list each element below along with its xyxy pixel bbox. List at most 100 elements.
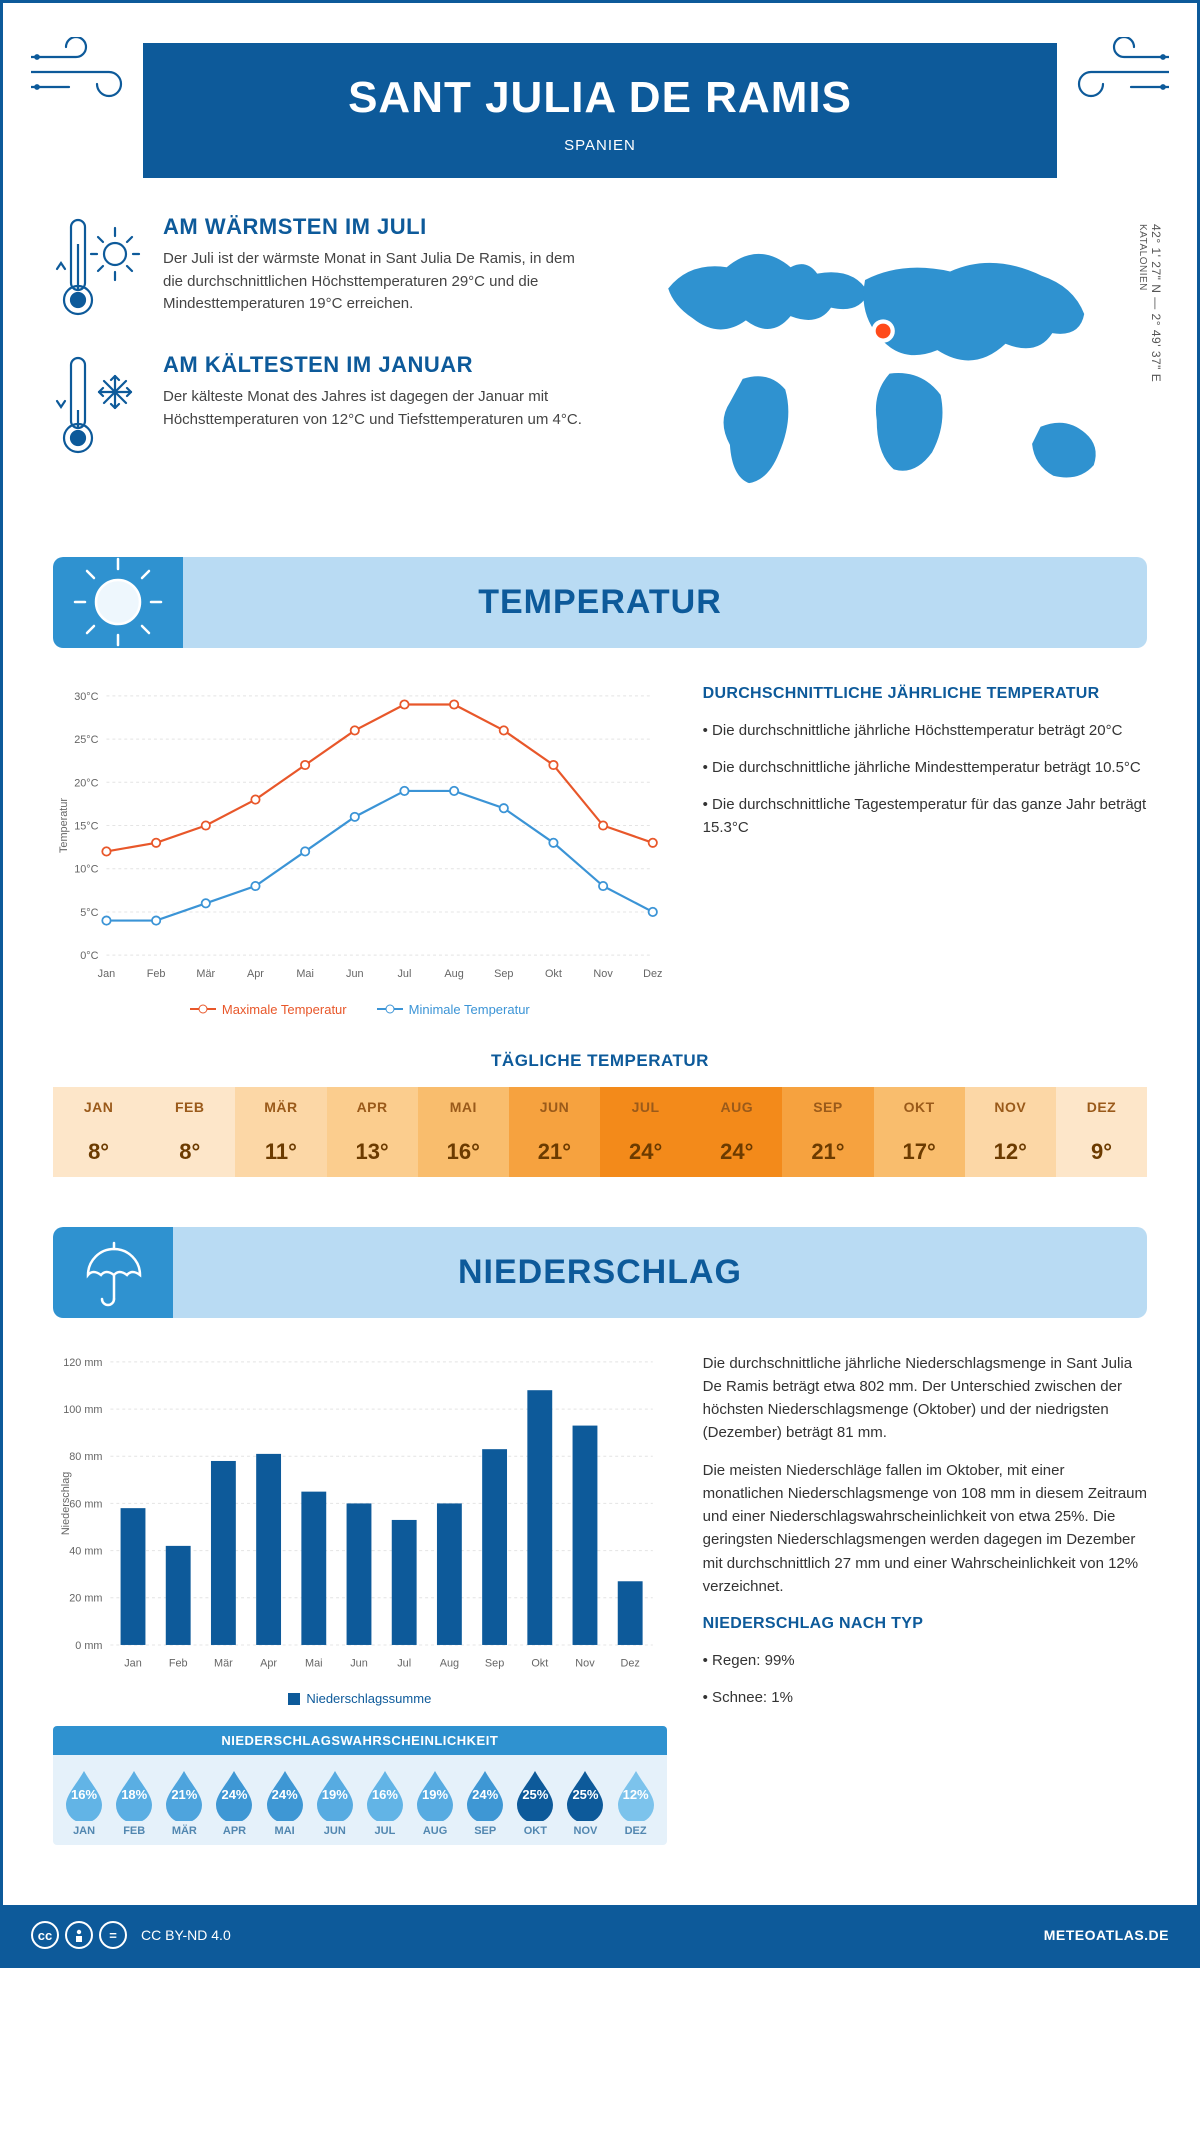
- svg-text:20 mm: 20 mm: [69, 1592, 102, 1604]
- daily-month: NOV: [965, 1087, 1056, 1127]
- daily-value: 8°: [53, 1127, 144, 1177]
- svg-text:Jan: Jan: [124, 1657, 142, 1669]
- precip-text: Die durchschnittliche jährliche Niedersc…: [703, 1352, 1147, 1846]
- daily-temp-title: TÄGLICHE TEMPERATUR: [53, 1051, 1147, 1071]
- svg-text:120 mm: 120 mm: [63, 1357, 102, 1369]
- prob-drop: 12% DEZ: [611, 1767, 661, 1837]
- svg-text:100 mm: 100 mm: [63, 1404, 102, 1416]
- svg-text:Okt: Okt: [545, 968, 562, 980]
- svg-text:80 mm: 80 mm: [69, 1451, 102, 1463]
- daily-value: 13°: [327, 1127, 418, 1177]
- svg-text:Sep: Sep: [494, 968, 513, 980]
- daily-temp-table: JANFEBMÄRAPRMAIJUNJULAUGSEPOKTNOVDEZ8°8°…: [53, 1087, 1147, 1177]
- coordinates: 42° 1' 27" N — 2° 49' 37" E KATALONIEN: [1135, 224, 1163, 382]
- daily-month: SEP: [782, 1087, 873, 1127]
- precip-row: 0 mm20 mm40 mm60 mm80 mm100 mm120 mmJanF…: [53, 1352, 1147, 1846]
- by-icon: [65, 1921, 93, 1949]
- fact-item: • Die durchschnittliche jährliche Mindes…: [703, 756, 1147, 779]
- precip-type-item: • Schnee: 1%: [703, 1686, 1147, 1709]
- daily-month: FEB: [144, 1087, 235, 1127]
- temp-legend: Maximale Temperatur Minimale Temperatur: [53, 1002, 667, 1017]
- fact-warmest: AM WÄRMSTEN IM JULI Der Juli ist der wär…: [53, 214, 585, 324]
- precip-legend: Niederschlagssumme: [53, 1691, 667, 1706]
- svg-text:Dez: Dez: [621, 1657, 640, 1669]
- svg-text:0°C: 0°C: [80, 950, 98, 962]
- prob-drop: 21% MÄR: [159, 1767, 209, 1837]
- page-title: SANT JULIA DE RAMIS: [163, 73, 1037, 123]
- daily-month: AUG: [691, 1087, 782, 1127]
- coords-text: 42° 1' 27" N — 2° 49' 37" E: [1149, 224, 1163, 382]
- daily-value: 21°: [509, 1127, 600, 1177]
- daily-value: 8°: [144, 1127, 235, 1177]
- infographic-frame: SANT JULIA DE RAMIS SPANIEN AM WÄRMSTEN …: [0, 0, 1200, 1968]
- svg-text:Jul: Jul: [397, 1657, 411, 1669]
- svg-text:Mai: Mai: [296, 968, 314, 980]
- precip-type-heading: NIEDERSCHLAG NACH TYP: [703, 1612, 1147, 1637]
- daily-value: 9°: [1056, 1127, 1147, 1177]
- daily-month: MÄR: [235, 1087, 326, 1127]
- fact-body: Der kälteste Monat des Jahres ist dagege…: [163, 386, 585, 431]
- svg-text:Aug: Aug: [440, 1657, 459, 1669]
- svg-text:Dez: Dez: [643, 968, 662, 980]
- prob-drop: 19% AUG: [410, 1767, 460, 1837]
- world-map: 42° 1' 27" N — 2° 49' 37" E KATALONIEN: [615, 214, 1147, 517]
- nd-icon: =: [99, 1921, 127, 1949]
- top-row: AM WÄRMSTEN IM JULI Der Juli ist der wär…: [53, 214, 1147, 517]
- svg-text:Niederschlag: Niederschlag: [60, 1471, 72, 1534]
- probability-title: NIEDERSCHLAGSWAHRSCHEINLICHKEIT: [53, 1726, 667, 1755]
- svg-text:Feb: Feb: [147, 968, 166, 980]
- svg-text:60 mm: 60 mm: [69, 1498, 102, 1510]
- daily-month: JUL: [600, 1087, 691, 1127]
- header-area: SANT JULIA DE RAMIS SPANIEN: [3, 3, 1197, 178]
- prob-drop: 25% OKT: [510, 1767, 560, 1837]
- wind-icon: [31, 37, 141, 107]
- prob-drop: 19% JUN: [310, 1767, 360, 1837]
- svg-text:Okt: Okt: [531, 1657, 548, 1669]
- daily-value: 21°: [782, 1127, 873, 1177]
- daily-month: OKT: [874, 1087, 965, 1127]
- svg-text:10°C: 10°C: [74, 864, 98, 876]
- fact-item: • Die durchschnittliche Tagestemperatur …: [703, 793, 1147, 840]
- precip-chart: 0 mm20 mm40 mm60 mm80 mm100 mm120 mmJanF…: [53, 1352, 667, 1846]
- key-facts: AM WÄRMSTEN IM JULI Der Juli ist der wär…: [53, 214, 585, 490]
- cc-icon: cc: [31, 1921, 59, 1949]
- temperature-facts: DURCHSCHNITTLICHE JÄHRLICHE TEMPERATUR •…: [703, 682, 1147, 1017]
- temperature-chart: 0°C5°C10°C15°C20°C25°C30°CJanFebMärAprMa…: [53, 682, 667, 1017]
- svg-text:25°C: 25°C: [74, 734, 98, 746]
- svg-text:0 mm: 0 mm: [75, 1640, 102, 1652]
- thermometer-snow-icon: [53, 352, 143, 462]
- svg-text:Mai: Mai: [305, 1657, 323, 1669]
- svg-text:5°C: 5°C: [80, 907, 98, 919]
- legend-precip: Niederschlagssumme: [306, 1691, 431, 1706]
- fact-item: • Die durchschnittliche jährliche Höchst…: [703, 719, 1147, 742]
- prob-drop: 16% JUL: [360, 1767, 410, 1837]
- legend-min: Minimale Temperatur: [409, 1002, 530, 1017]
- prob-drop: 16% JAN: [59, 1767, 109, 1837]
- daily-value: 16°: [418, 1127, 509, 1177]
- svg-text:Jun: Jun: [350, 1657, 368, 1669]
- svg-text:Feb: Feb: [169, 1657, 188, 1669]
- svg-text:Nov: Nov: [593, 968, 613, 980]
- section-title: NIEDERSCHLAG: [73, 1253, 1127, 1292]
- title-banner: SANT JULIA DE RAMIS SPANIEN: [143, 43, 1057, 178]
- umbrella-icon: [53, 1227, 173, 1318]
- prob-drop: 25% NOV: [560, 1767, 610, 1837]
- svg-text:Mär: Mär: [214, 1657, 233, 1669]
- svg-text:Aug: Aug: [444, 968, 463, 980]
- wind-icon: [1059, 37, 1169, 107]
- daily-month: DEZ: [1056, 1087, 1147, 1127]
- fact-coldest: AM KÄLTESTEN IM JANUAR Der kälteste Mona…: [53, 352, 585, 462]
- daily-value: 11°: [235, 1127, 326, 1177]
- svg-text:Apr: Apr: [260, 1657, 277, 1669]
- daily-month: MAI: [418, 1087, 509, 1127]
- svg-text:Jan: Jan: [98, 968, 116, 980]
- section-title: TEMPERATUR: [73, 583, 1127, 622]
- legend-max: Maximale Temperatur: [222, 1002, 347, 1017]
- precip-paragraph: Die durchschnittliche jährliche Niedersc…: [703, 1352, 1147, 1445]
- world-map-svg: [615, 214, 1147, 512]
- prob-drop: 24% APR: [209, 1767, 259, 1837]
- section-precip-header: NIEDERSCHLAG: [53, 1227, 1147, 1318]
- coords-region: KATALONIEN: [1137, 224, 1148, 291]
- cc-icons: cc =: [31, 1921, 127, 1949]
- fact-heading: AM WÄRMSTEN IM JULI: [163, 214, 585, 240]
